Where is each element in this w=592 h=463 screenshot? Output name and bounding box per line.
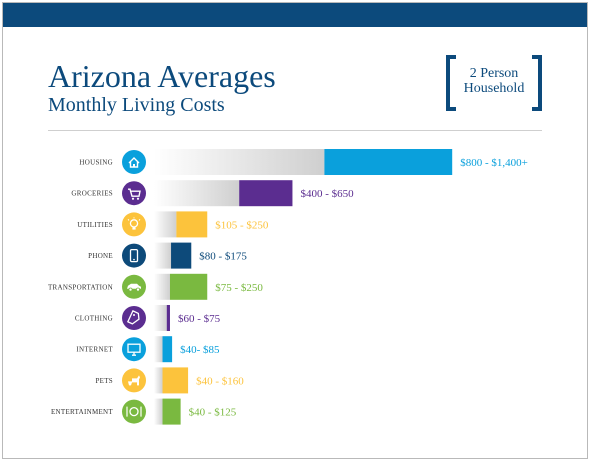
bar-base-housing: [154, 149, 325, 175]
category-label-internet: INTERNET: [76, 346, 113, 354]
bar-base-internet: [154, 336, 163, 363]
value-label-clothing: $60 - $75: [178, 313, 221, 325]
phone-icon: [122, 243, 146, 268]
bar-range-utilities: [176, 211, 208, 238]
badge-line-2: Household: [463, 81, 525, 96]
category-label-clothing: CLOTHING: [75, 315, 113, 323]
value-label-utilities: $105 - $250: [215, 219, 269, 231]
value-label-pets: $40 - $160: [196, 375, 244, 387]
tag-icon: [122, 306, 146, 330]
header-divider: [48, 130, 542, 131]
bar-range-transportation: [169, 273, 208, 300]
page-subtitle: Monthly Living Costs: [48, 94, 225, 116]
badge-bracket-right: [532, 55, 542, 111]
house-icon: [122, 150, 146, 174]
badge-bracket-left: [446, 55, 456, 111]
category-label-transportation: TRANSPORTATION: [48, 283, 113, 291]
bar-base-phone: [154, 242, 172, 269]
category-label-groceries: GROCERIES: [71, 190, 113, 198]
bar-range-internet: [162, 336, 173, 363]
value-label-housing: $800 - $1,400+: [460, 157, 528, 169]
category-label-pets: PETS: [95, 377, 113, 385]
dog-icon: [122, 368, 146, 393]
bar-base-clothing: [154, 305, 167, 331]
value-label-transportation: $75 - $250: [215, 282, 263, 294]
plate-icon: [122, 399, 146, 424]
value-label-groceries: $400 - $650: [300, 188, 354, 200]
value-label-internet: $40- $85: [180, 344, 220, 356]
bar-base-pets: [154, 367, 163, 394]
bar-range-groceries: [239, 180, 293, 207]
value-label-phone: $80 - $175: [199, 251, 247, 263]
monitor-icon: [122, 337, 146, 362]
bar-base-utilities: [154, 211, 177, 238]
category-label-utilities: UTILITIES: [77, 221, 113, 229]
category-label-housing: HOUSING: [79, 159, 113, 167]
badge-line-1: 2 Person: [469, 66, 519, 81]
lightbulb-icon: [122, 212, 146, 237]
bar-base-transportation: [154, 273, 170, 300]
bar-base-groceries: [154, 180, 240, 207]
bar-range-entertainment: [162, 398, 181, 425]
bar-range-phone: [171, 242, 192, 269]
bar-range-pets: [162, 367, 189, 394]
page-title: Arizona Averages: [48, 58, 276, 94]
household-badge: 2 Person Household: [446, 55, 542, 111]
infographic-frame: [2, 2, 588, 459]
bar-range-housing: [324, 149, 453, 175]
category-label-phone: PHONE: [88, 252, 113, 260]
cart-icon: [122, 181, 146, 206]
top-banner: [3, 3, 587, 27]
value-label-entertainment: $40 - $125: [189, 407, 237, 419]
car-icon: [122, 274, 146, 299]
bar-base-entertainment: [154, 398, 163, 425]
category-label-entertainment: ENTERTAINMENT: [51, 408, 113, 416]
bar-range-clothing: [166, 305, 170, 331]
badge-text: 2 Person Household: [446, 66, 542, 96]
